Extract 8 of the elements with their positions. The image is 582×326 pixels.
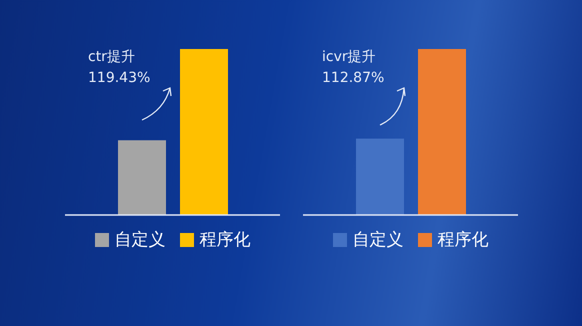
annotation: 112.87% <box>322 70 384 86</box>
annotation: ctr提升 <box>88 48 135 66</box>
annotation: icvr提升 <box>322 48 376 66</box>
annotation: 119.43% <box>88 70 150 86</box>
legend-label: 程序化 <box>200 229 250 251</box>
legend-label: 自定义 <box>114 229 166 251</box>
legend-label: 自定义 <box>352 229 404 251</box>
legend-label: 程序化 <box>438 229 488 251</box>
